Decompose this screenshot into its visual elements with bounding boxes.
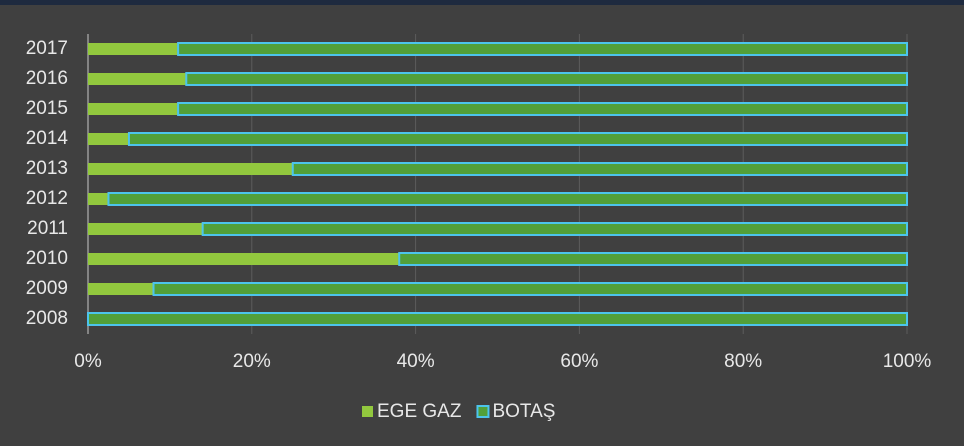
y-tick-label: 2008	[26, 308, 68, 329]
bar	[398, 252, 908, 266]
y-tick-label: 2011	[27, 218, 68, 239]
y-tick-label: 2009	[26, 278, 68, 299]
bar	[88, 43, 179, 55]
x-tick-label: 80%	[724, 351, 762, 372]
y-tick-label: 2015	[26, 98, 68, 119]
bar	[88, 193, 109, 205]
legend-label: EGE GAZ	[377, 401, 462, 422]
bar	[88, 253, 400, 265]
x-tick-label: 0%	[74, 351, 102, 372]
bar	[88, 163, 293, 175]
bar	[87, 312, 908, 326]
legend-swatch	[362, 406, 373, 417]
legend-swatch	[476, 405, 490, 418]
bar	[185, 72, 908, 86]
y-tick-label: 2013	[26, 158, 68, 179]
x-tick-label: 20%	[233, 351, 271, 372]
y-tick-label: 2016	[26, 68, 68, 89]
x-tick-label: 40%	[397, 351, 435, 372]
bar	[152, 282, 908, 296]
bar	[291, 162, 908, 176]
y-tick-label: 2014	[26, 128, 69, 149]
x-tick-label: 60%	[560, 351, 598, 372]
legend-label: BOTAŞ	[492, 401, 555, 422]
x-tick-label: 100%	[883, 351, 932, 372]
bar	[127, 132, 908, 146]
y-tick-label: 2017	[26, 38, 68, 59]
y-tick-label: 2010	[26, 248, 68, 269]
bar	[88, 133, 129, 145]
bar	[177, 102, 908, 116]
bar	[177, 42, 908, 56]
bar	[201, 222, 909, 236]
top-strip	[0, 0, 964, 5]
bar	[88, 223, 203, 235]
bar	[107, 192, 909, 206]
bar	[88, 283, 154, 295]
y-tick-label: 2012	[26, 188, 68, 209]
bar	[88, 103, 179, 115]
bar	[88, 73, 187, 85]
